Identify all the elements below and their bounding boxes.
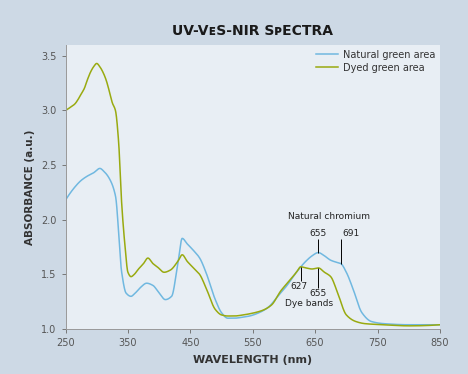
Text: 655: 655 [310, 229, 327, 238]
Dyed green area [223, 313, 228, 318]
Text: Dye bands: Dye bands [285, 298, 333, 307]
Dyed green area [389, 323, 395, 328]
Dyed green area [105, 85, 111, 90]
Title: UV-VᴇS-NIR SᴘECTRA: UV-VᴇS-NIR SᴘECTRA [172, 24, 333, 38]
Dyed green area [94, 61, 100, 66]
Natural green area [63, 198, 68, 202]
X-axis label: WAVELENGTH (nm): WAVELENGTH (nm) [193, 355, 312, 365]
Dyed green area [437, 322, 443, 327]
Dyed green area [63, 108, 68, 113]
Natural green area [437, 322, 443, 327]
Dyed green area [430, 323, 436, 328]
Text: 655: 655 [310, 289, 327, 298]
Natural green area [105, 175, 111, 179]
Dyed green area [206, 294, 212, 298]
Text: Natural chromium: Natural chromium [288, 212, 370, 221]
Line: Natural green area: Natural green area [66, 168, 440, 325]
Natural green area [97, 166, 102, 171]
Natural green area [223, 315, 228, 319]
Text: 691: 691 [342, 229, 359, 238]
Natural green area [389, 322, 395, 327]
Natural green area [406, 322, 412, 327]
Dyed green area [406, 324, 411, 328]
Natural green area [430, 322, 436, 327]
Legend: Natural green area, Dyed green area: Natural green area, Dyed green area [316, 50, 435, 73]
Natural green area [128, 294, 133, 298]
Natural green area [206, 279, 212, 284]
Y-axis label: ABSORBANCE (a.u.): ABSORBANCE (a.u.) [25, 129, 36, 245]
Dyed green area [128, 274, 133, 279]
Text: 627: 627 [290, 282, 307, 291]
Line: Dyed green area: Dyed green area [66, 64, 440, 326]
